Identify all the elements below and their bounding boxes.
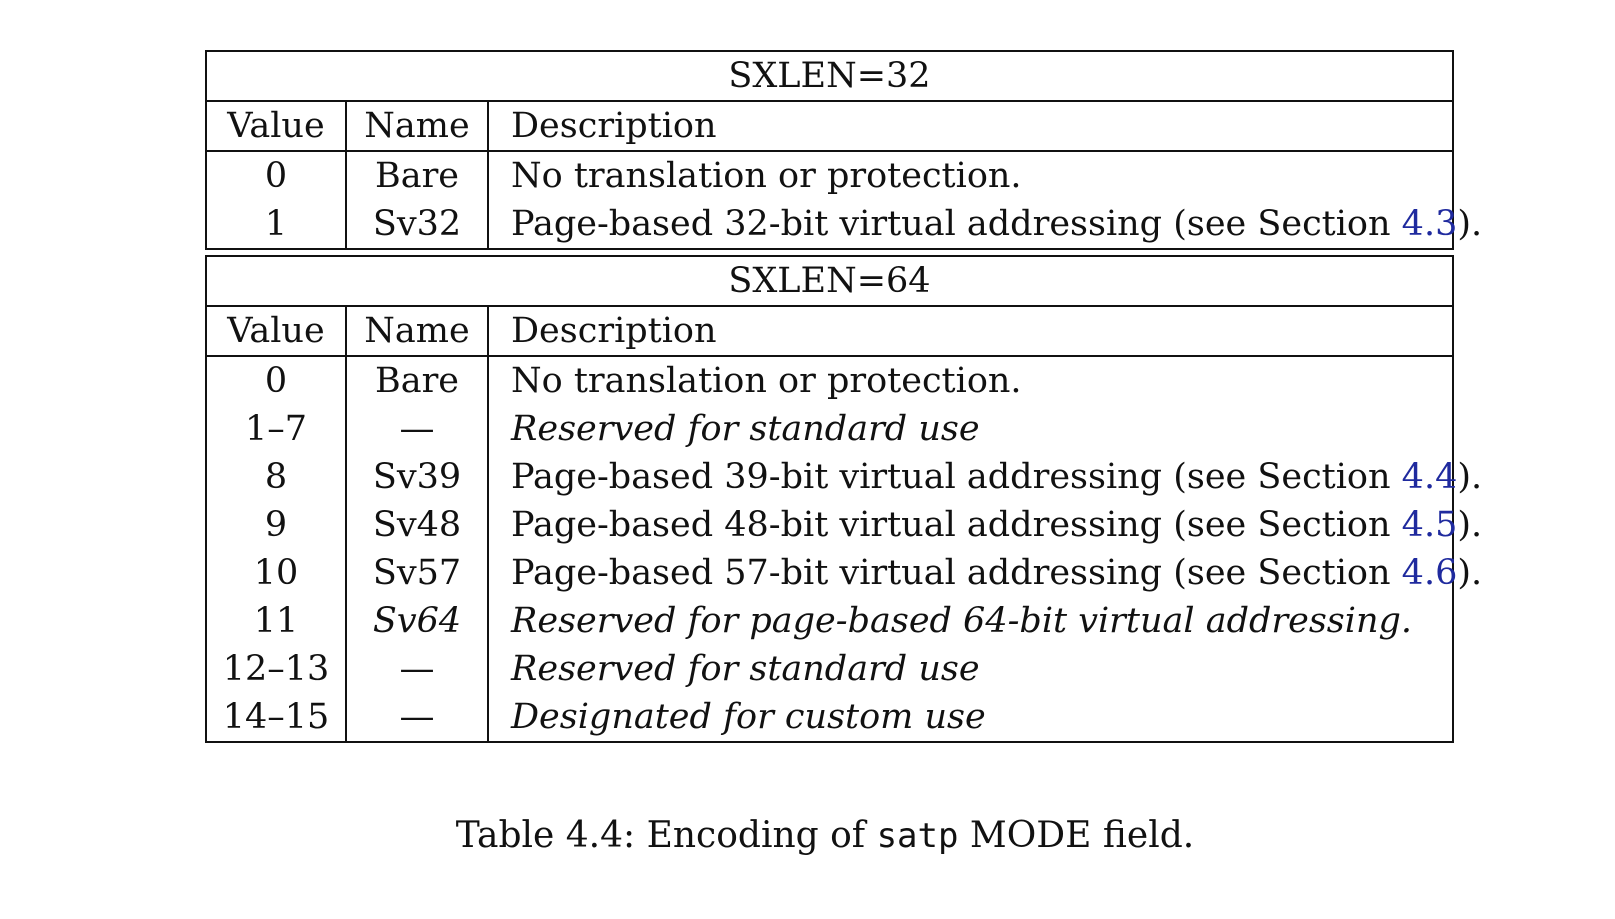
table-row: 10 Sv57 Page-based 57-bit virtual addres… [205,549,1482,597]
sxlen64-title: SXLEN=64 [205,255,1454,307]
mode-value: 1 [205,200,347,250]
mode-description: Page-based 48-bit virtual addressing (se… [488,501,1482,549]
mode-description: No translation or protection. [488,151,1454,200]
mode-name: — [346,405,489,453]
mode-description: Designated for custom use [488,693,1454,743]
mode-name: — [346,645,489,693]
mode-description: Page-based 39-bit virtual addressing (se… [488,453,1482,501]
table-caption: Table 4.4: Encoding of satp MODE field. [0,815,1615,856]
mode-description: Page-based 57-bit virtual addressing (se… [488,549,1482,597]
table-row: 9 Sv48 Page-based 48-bit virtual address… [205,501,1482,549]
header-value: Value [205,305,347,357]
table-row: 8 Sv39 Page-based 39-bit virtual address… [205,453,1482,501]
mode-name: Bare [346,356,489,405]
mode-value: 8 [205,453,347,501]
table-row: 14–15 — Designated for custom use [205,693,1454,743]
caption-prefix: Table 4.4: Encoding of [455,815,877,856]
mode-value: 9 [205,501,347,549]
section-link[interactable]: 4.3 [1401,203,1458,244]
mode-value: 1–7 [205,405,347,453]
mode-value: 14–15 [205,693,347,743]
table-row: 1 Sv32 Page-based 32-bit virtual address… [205,200,1482,250]
mode-value: 10 [205,549,347,597]
section-link[interactable]: 4.4 [1401,456,1458,497]
caption-code: satp [876,816,959,856]
sxlen32-title: SXLEN=32 [205,50,1454,102]
section-link[interactable]: 4.5 [1401,504,1458,545]
mode-name: Sv39 [346,453,489,501]
description-suffix: ). [1457,456,1483,497]
description-suffix: ). [1457,504,1483,545]
mode-value: 0 [205,151,347,200]
description-text: Reserved for standard use [511,648,980,689]
mode-name: Bare [346,151,489,200]
description-text: Page-based 39-bit virtual addressing (se… [511,456,1402,497]
mode-value: 12–13 [205,645,347,693]
description-text: No translation or protection. [511,155,1022,196]
sxlen64-table: SXLEN=64 Value Name Description 0 Bare N… [205,255,1482,743]
mode-value: 0 [205,356,347,405]
mode-name: — [346,693,489,743]
description-text: Page-based 32-bit virtual addressing (se… [511,203,1402,244]
header-name: Name [346,305,489,357]
mode-description: Reserved for page-based 64-bit virtual a… [488,597,1454,645]
mode-name: Sv32 [346,200,489,250]
description-text: No translation or protection. [511,360,1022,401]
header-description: Description [488,305,1454,357]
description-text: Reserved for standard use [511,408,980,449]
description-text: Reserved for page-based 64-bit virtual a… [511,600,1413,641]
mode-name: Sv57 [346,549,489,597]
description-suffix: ). [1457,552,1483,593]
description-suffix: ). [1457,203,1483,244]
description-text: Page-based 57-bit virtual addressing (se… [511,552,1402,593]
table-row: 0 Bare No translation or protection. [205,151,1454,200]
description-text: Page-based 48-bit virtual addressing (se… [511,504,1402,545]
mode-description: No translation or protection. [488,356,1454,405]
section-link[interactable]: 4.6 [1401,552,1458,593]
mode-value: 11 [205,597,347,645]
description-text: Designated for custom use [511,696,986,737]
mode-description: Reserved for standard use [488,405,1454,453]
sxlen32-table: SXLEN=32 Value Name Description 0 Bare N… [205,50,1482,250]
caption-suffix: MODE field. [958,815,1195,856]
header-value: Value [205,100,347,152]
table-row: 12–13 — Reserved for standard use [205,645,1454,693]
mode-name: Sv64 [346,597,489,645]
mode-name: Sv48 [346,501,489,549]
mode-description: Page-based 32-bit virtual addressing (se… [488,200,1482,250]
header-description: Description [488,100,1454,152]
table-row: 0 Bare No translation or protection. [205,356,1454,405]
header-name: Name [346,100,489,152]
table-row: 1–7 — Reserved for standard use [205,405,1454,453]
mode-description: Reserved for standard use [488,645,1454,693]
table-row: 11 Sv64 Reserved for page-based 64-bit v… [205,597,1454,645]
